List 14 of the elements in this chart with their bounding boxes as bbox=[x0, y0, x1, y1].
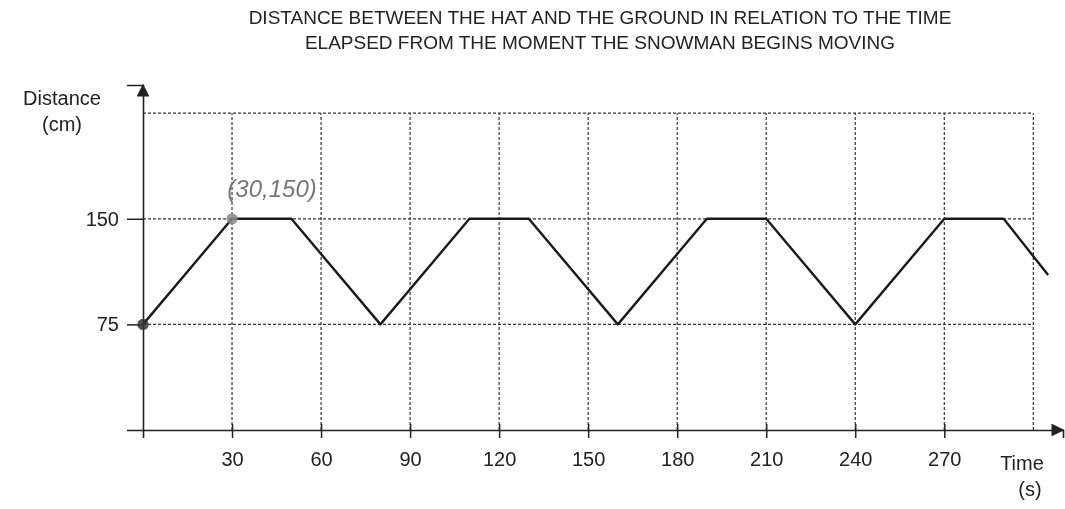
x-tick-label: 180 bbox=[661, 448, 695, 471]
x-tick-label: 30 bbox=[221, 448, 244, 471]
x-tick-label: 120 bbox=[482, 448, 517, 471]
x-tick-label: 270 bbox=[928, 448, 962, 471]
x-tick-label: 150 bbox=[571, 448, 606, 471]
x-tick-label: 90 bbox=[399, 448, 422, 471]
y-tick-label: 75 bbox=[96, 313, 119, 336]
x-tick-label: 60 bbox=[310, 448, 333, 471]
x-tick-label: 210 bbox=[750, 448, 784, 471]
x-tick-label: 240 bbox=[839, 448, 873, 471]
x-axis-title: Time (s) bbox=[1000, 452, 1044, 500]
y-axis-title: Distance (cm) bbox=[23, 87, 101, 135]
chart-title: DISTANCE BETWEEN THE HAT AND THE GROUND IN RELATION TO THE TIME ELAPSED FROM THE MOMENT THE SNOWMAN BEGINS MOVING bbox=[248, 7, 952, 53]
annotation: (30,150) bbox=[227, 174, 317, 202]
